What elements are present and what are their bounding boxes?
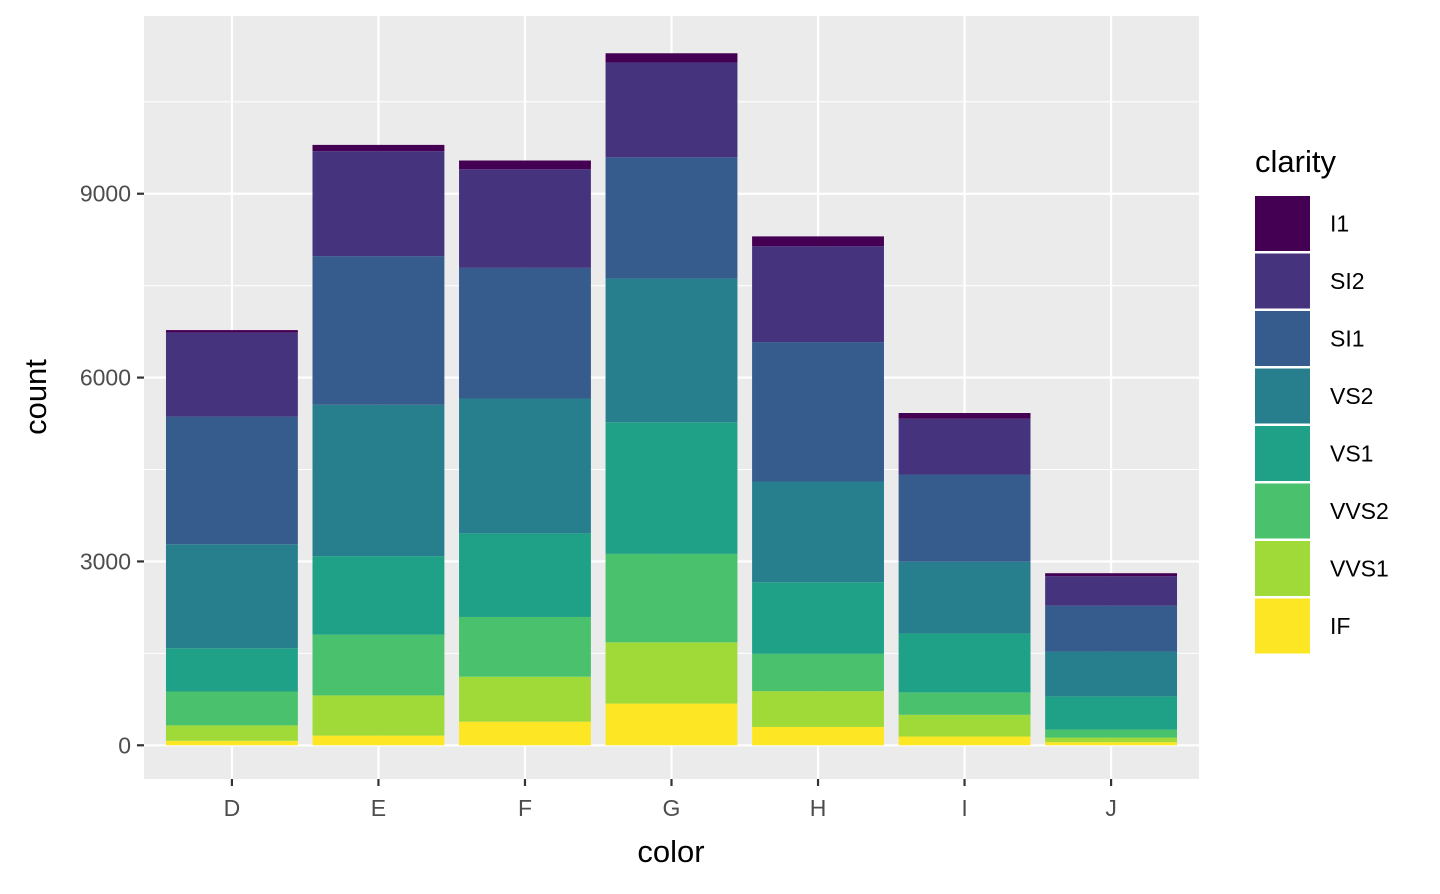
bar-segment-I-VS2 xyxy=(898,561,1031,634)
axes: 0 3000 6000 9000 D E F G H I J xyxy=(80,181,1117,821)
bar-segment-I-VVS1 xyxy=(898,714,1031,737)
y-tick-label: 6000 xyxy=(80,365,131,391)
bar-segment-I-I1 xyxy=(898,413,1031,419)
y-axis-title: count xyxy=(18,359,53,435)
bar-segment-G-VVS1 xyxy=(605,642,738,704)
legend-label-I1: I1 xyxy=(1330,211,1349,237)
legend-key-VVS1 xyxy=(1255,541,1310,596)
bar-segment-H-VS2 xyxy=(752,481,884,583)
bar-segment-G-I1 xyxy=(605,53,738,63)
bar-segment-I-IF xyxy=(898,736,1031,746)
legend-key-IF xyxy=(1255,598,1310,654)
x-tick-label: G xyxy=(663,795,681,821)
bar-segment-F-SI1 xyxy=(459,267,591,399)
legend-title: clarity xyxy=(1255,144,1336,179)
bar-segment-H-SI2 xyxy=(752,246,884,343)
bar-segment-D-IF xyxy=(165,740,298,746)
bar-segment-F-VS2 xyxy=(459,398,591,534)
bar-segment-H-VS1 xyxy=(752,582,884,654)
bar-segment-D-VS1 xyxy=(165,648,298,692)
bar-segment-J-SI1 xyxy=(1045,605,1178,652)
bar-segment-J-VVS1 xyxy=(1045,737,1178,743)
x-tick-label: E xyxy=(371,795,386,821)
bar-segment-J-VS1 xyxy=(1045,696,1178,730)
bar-segment-J-SI2 xyxy=(1045,576,1178,606)
legend-label-SI2: SI2 xyxy=(1330,268,1365,294)
bar-segment-H-VVS1 xyxy=(752,691,884,727)
x-tick-label: J xyxy=(1105,795,1117,821)
legend-label-SI1: SI1 xyxy=(1330,326,1365,352)
x-tick-label: F xyxy=(518,795,532,821)
x-axis-title: color xyxy=(637,834,704,869)
bar-segment-E-VS2 xyxy=(312,404,445,557)
bar-segment-E-I1 xyxy=(312,144,445,152)
bar-segment-E-VVS2 xyxy=(312,634,445,696)
bar-segment-E-VS1 xyxy=(312,556,445,635)
bar-segment-F-I1 xyxy=(459,160,591,170)
legend: clarity I1 SI2 SI1 VS2 VS1 VVS2 VVS1 IF xyxy=(1255,144,1389,654)
x-tick-label: I xyxy=(961,795,967,821)
x-tick-label: H xyxy=(810,795,827,821)
y-tick-label: 3000 xyxy=(80,548,131,574)
bars xyxy=(165,53,1178,746)
legend-key-VS2 xyxy=(1255,368,1310,424)
bar-segment-J-I1 xyxy=(1045,573,1178,577)
bar-segment-D-VS2 xyxy=(165,544,298,649)
legend-label-VVS2: VVS2 xyxy=(1330,498,1389,524)
legend-key-SI1 xyxy=(1255,311,1310,366)
bar-segment-D-VVS1 xyxy=(165,725,298,741)
legend-key-SI2 xyxy=(1255,253,1310,309)
bar-segment-H-I1 xyxy=(752,236,884,247)
legend-label-VVS1: VVS1 xyxy=(1330,556,1389,582)
bar-segment-G-IF xyxy=(605,703,738,746)
bar-segment-F-VS1 xyxy=(459,533,591,617)
legend-label-VS1: VS1 xyxy=(1330,441,1373,467)
bar-segment-G-VVS2 xyxy=(605,553,738,643)
legend-key-VS1 xyxy=(1255,426,1310,481)
bar-segment-H-VVS2 xyxy=(752,653,884,692)
bar-segment-G-VS2 xyxy=(605,278,738,423)
bar-segment-F-VVS2 xyxy=(459,616,591,677)
bar-segment-E-SI1 xyxy=(312,256,445,405)
bar-segment-G-VS1 xyxy=(605,422,738,554)
bar-segment-G-SI1 xyxy=(605,157,738,279)
legend-label-VS2: VS2 xyxy=(1330,383,1373,409)
bar-segment-E-SI2 xyxy=(312,151,445,257)
bar-segment-F-IF xyxy=(459,721,591,746)
bar-segment-F-SI2 xyxy=(459,169,591,268)
bar-segment-I-VVS2 xyxy=(898,692,1031,715)
bar-segment-D-SI1 xyxy=(165,416,298,545)
bar-segment-I-SI1 xyxy=(898,474,1031,562)
legend-key-VVS2 xyxy=(1255,483,1310,539)
bar-segment-D-I1 xyxy=(165,330,298,333)
x-tick-label: D xyxy=(224,795,241,821)
bar-segment-H-IF xyxy=(752,726,884,746)
bar-segment-J-IF xyxy=(1045,742,1178,746)
legend-label-IF: IF xyxy=(1330,613,1350,639)
bar-segment-J-VS2 xyxy=(1045,651,1178,697)
legend-key-I1 xyxy=(1255,196,1310,251)
bar-segment-E-VVS1 xyxy=(312,695,445,736)
bar-segment-D-VVS2 xyxy=(165,691,298,726)
bar-segment-I-SI2 xyxy=(898,418,1031,475)
bar-segment-H-SI1 xyxy=(752,342,884,482)
y-tick-label: 9000 xyxy=(80,181,131,207)
bar-segment-D-SI2 xyxy=(165,332,298,417)
bar-segment-J-VVS2 xyxy=(1045,729,1178,738)
bar-segment-E-IF xyxy=(312,735,445,746)
bar-segment-G-SI2 xyxy=(605,62,738,158)
bar-segment-F-VVS1 xyxy=(459,676,591,722)
y-tick-label: 0 xyxy=(118,732,131,758)
bar-segment-I-VS1 xyxy=(898,633,1031,693)
